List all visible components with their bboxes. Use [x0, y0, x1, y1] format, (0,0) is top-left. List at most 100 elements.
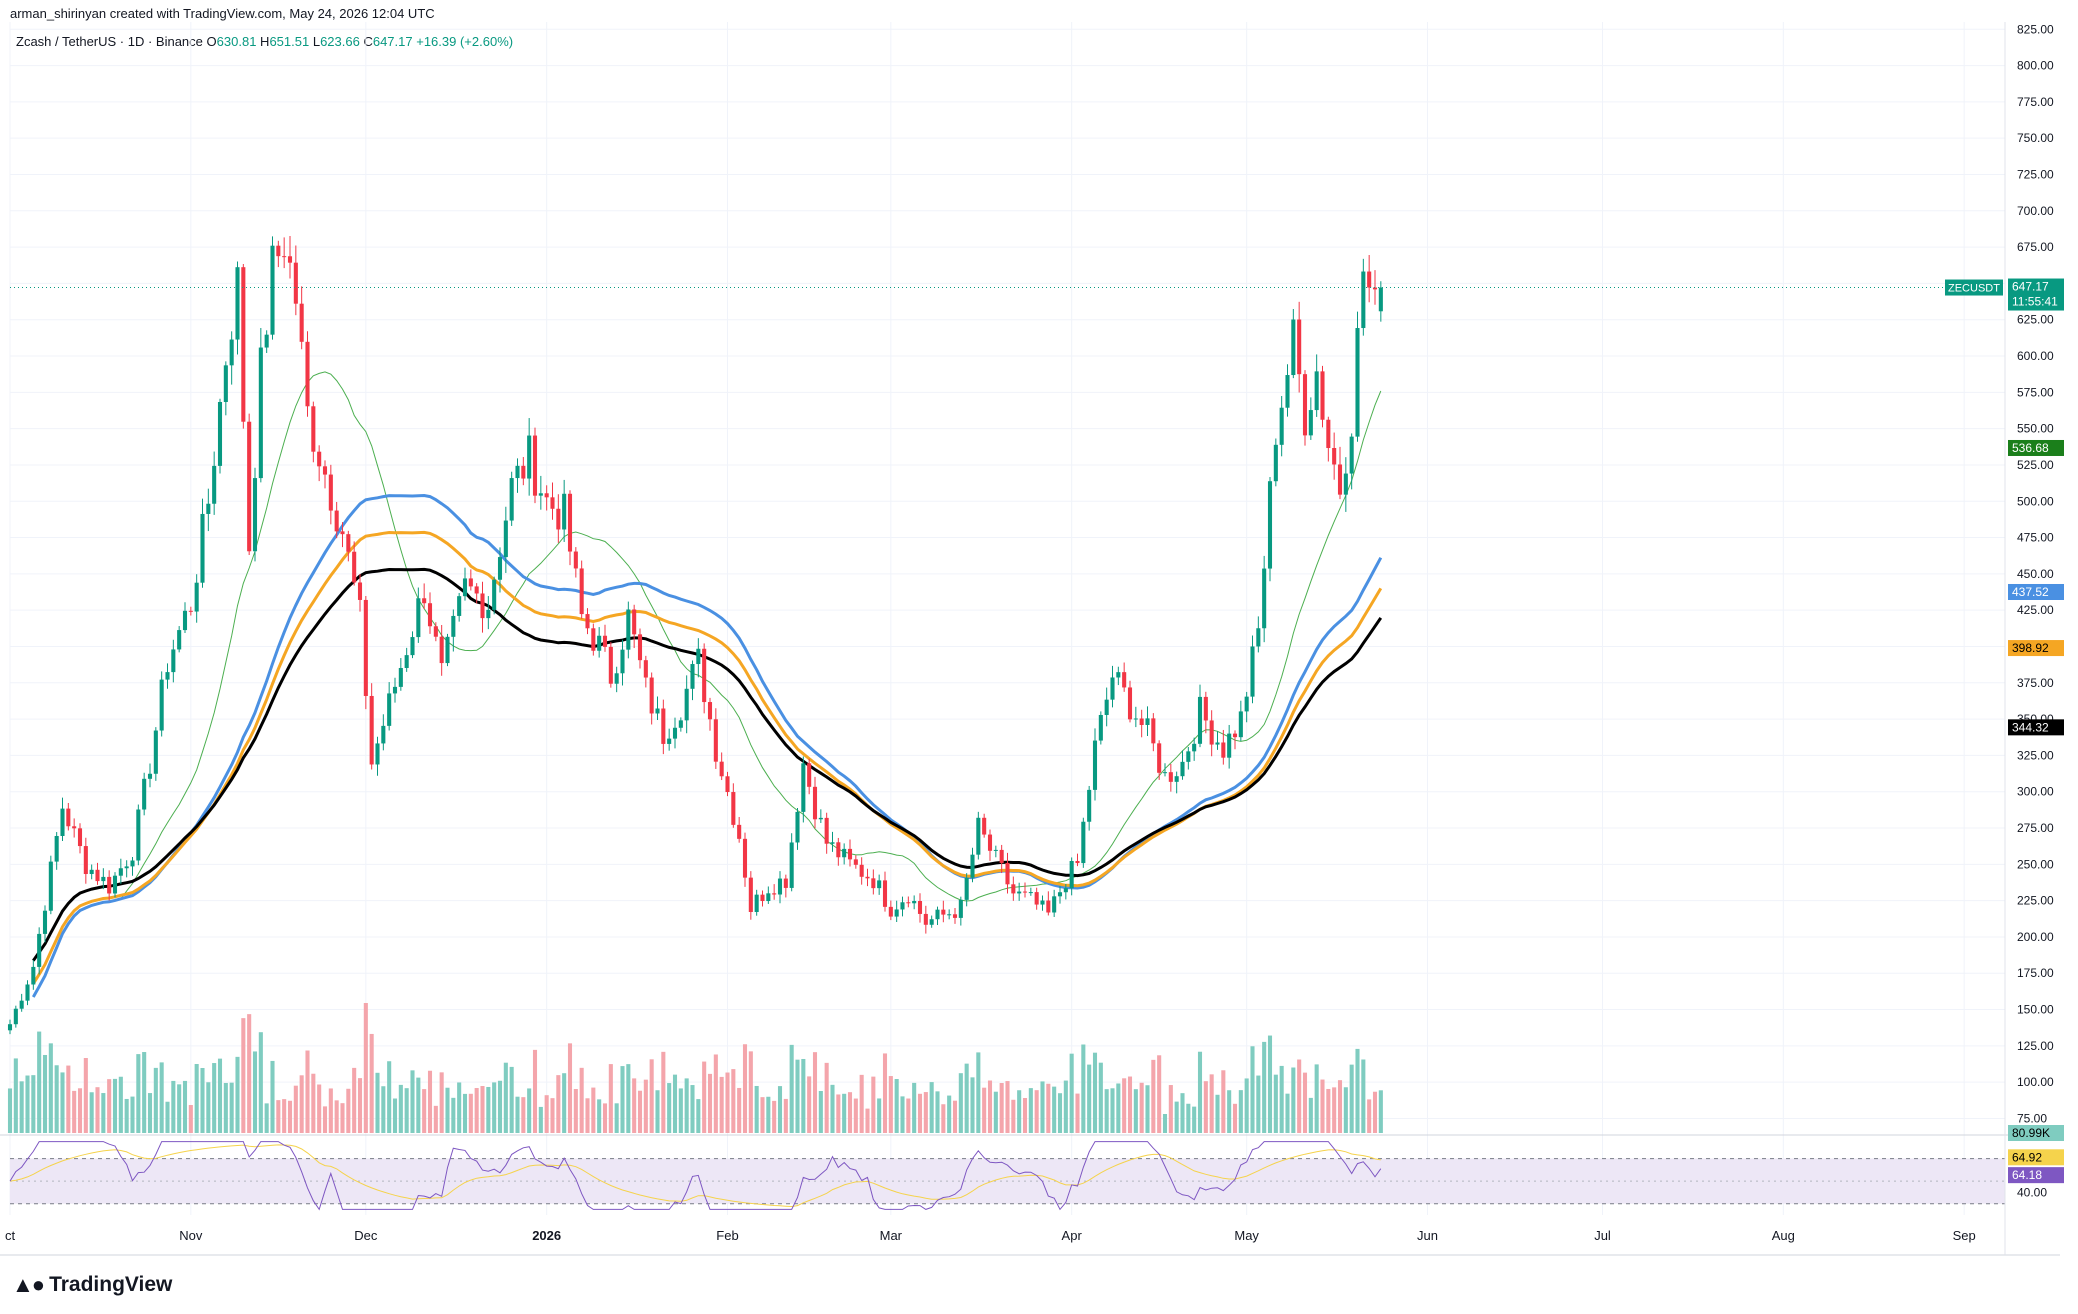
candle-body: [748, 877, 753, 913]
rsi-tick-label: 40.00: [2017, 1185, 2047, 1199]
volume-bar: [270, 1060, 275, 1133]
volume-bar: [538, 1106, 543, 1133]
volume-bar: [923, 1092, 928, 1133]
candle-body: [1145, 718, 1150, 725]
candle-body: [1227, 733, 1232, 758]
candle-body: [591, 628, 596, 651]
volume-bar: [1209, 1074, 1214, 1133]
candle-body: [258, 347, 263, 479]
y-tick-label: 425.00: [2017, 603, 2054, 617]
candle-body: [585, 614, 590, 629]
candle-body: [917, 901, 923, 914]
volume-bar: [1122, 1078, 1127, 1133]
rsi-line: [9, 1141, 1382, 1211]
volume-bar: [1104, 1089, 1109, 1133]
candle-body: [375, 743, 380, 765]
moving-average-ma20: [32, 371, 1382, 998]
volume-bar: [381, 1086, 386, 1133]
x-tick-label: Mar: [880, 1228, 903, 1243]
volume-bar: [1133, 1089, 1138, 1133]
candle-body: [1133, 718, 1138, 720]
price-chart[interactable]: 75.00 100.00 125.00 150.00 175.00 200.00 225.0…: [0, 0, 2078, 1280]
candle-body: [112, 875, 118, 894]
x-tick-label: Dec: [354, 1228, 378, 1243]
volume-bar: [124, 1098, 129, 1133]
volume-bar: [95, 1087, 100, 1133]
candle-body: [1116, 672, 1121, 678]
moving-average-lines: [31, 371, 1383, 998]
volume-bar: [719, 1076, 724, 1133]
change-value: +16.39 (+2.60%): [416, 34, 514, 49]
candle-body: [742, 838, 748, 878]
volume-bar: [340, 1103, 345, 1133]
volume-bar: [142, 1052, 147, 1133]
y-tick-label: 375.00: [2017, 676, 2054, 690]
chart-credit: arman_shirinyan created with TradingView…: [10, 6, 435, 21]
candle-body: [1279, 407, 1284, 445]
volume-bar: [398, 1084, 403, 1133]
volume-bar: [1203, 1081, 1208, 1133]
volume-bar: [970, 1077, 975, 1133]
candle-body: [241, 267, 246, 422]
volume-bar: [684, 1078, 689, 1133]
volume-bar: [159, 1062, 164, 1133]
volume-bar: [976, 1052, 981, 1133]
y-tick-label: 125.00: [2017, 1039, 2054, 1053]
candle-body: [147, 773, 153, 779]
candle-body: [713, 719, 718, 762]
volume-bar: [1215, 1094, 1220, 1133]
candle-body: [322, 466, 328, 475]
volume-bar: [1052, 1086, 1057, 1133]
candle-body: [579, 568, 584, 615]
candle-body: [882, 880, 888, 907]
volume-bar: [608, 1064, 613, 1133]
volume-bar: [602, 1103, 608, 1133]
candle-body: [766, 893, 771, 902]
candle-body: [521, 465, 526, 479]
volume-bar: [556, 1075, 561, 1133]
ma-tag-bg: [2008, 719, 2064, 736]
volume-bar: [859, 1074, 864, 1133]
volume-bar: [1011, 1099, 1016, 1133]
tradingview-logo[interactable]: ▲● TradingView: [12, 1272, 172, 1298]
volume-bar: [900, 1096, 905, 1133]
volume-bar: [1320, 1079, 1325, 1133]
volume-bar: [632, 1078, 637, 1133]
volume-bar: [305, 1050, 310, 1133]
volume-bar: [422, 1089, 427, 1133]
candle-body: [206, 503, 211, 514]
volume-bar: [643, 1079, 648, 1133]
candle-body: [707, 702, 713, 720]
candle-body: [725, 776, 730, 793]
volume-bar: [1098, 1062, 1103, 1133]
volume-bar: [1262, 1041, 1267, 1133]
close-value: 647.17: [372, 34, 413, 49]
volume-bar: [1256, 1075, 1261, 1133]
volume-bar: [1273, 1074, 1278, 1133]
y-tick-label: 75.00: [2017, 1111, 2047, 1125]
candle-body: [1308, 410, 1313, 436]
candle-body: [684, 688, 689, 721]
candle-body: [1314, 371, 1319, 411]
volume-bar: [1116, 1083, 1121, 1133]
volume-bar: [877, 1098, 882, 1133]
volume-bar: [25, 1075, 30, 1133]
candle-body: [381, 725, 386, 744]
volume-bar: [1197, 1051, 1203, 1133]
candle-body: [947, 914, 952, 916]
y-tick-label: 700.00: [2017, 204, 2054, 218]
candle-body: [696, 648, 701, 665]
volume-bar: [1372, 1091, 1378, 1133]
volume-bar: [1291, 1067, 1296, 1133]
volume-bar: [1285, 1093, 1290, 1133]
candle-body: [1028, 892, 1033, 894]
volume-bar: [1157, 1055, 1162, 1133]
candle-body: [906, 902, 911, 904]
candle-body: [655, 708, 660, 714]
logo-text: TradingView: [49, 1273, 173, 1296]
candle-body: [1215, 742, 1220, 745]
volume-bar: [1308, 1097, 1313, 1133]
volume-bar: [1127, 1076, 1133, 1133]
volume-bar: [13, 1058, 18, 1133]
candlesticks: [7, 236, 1383, 1035]
